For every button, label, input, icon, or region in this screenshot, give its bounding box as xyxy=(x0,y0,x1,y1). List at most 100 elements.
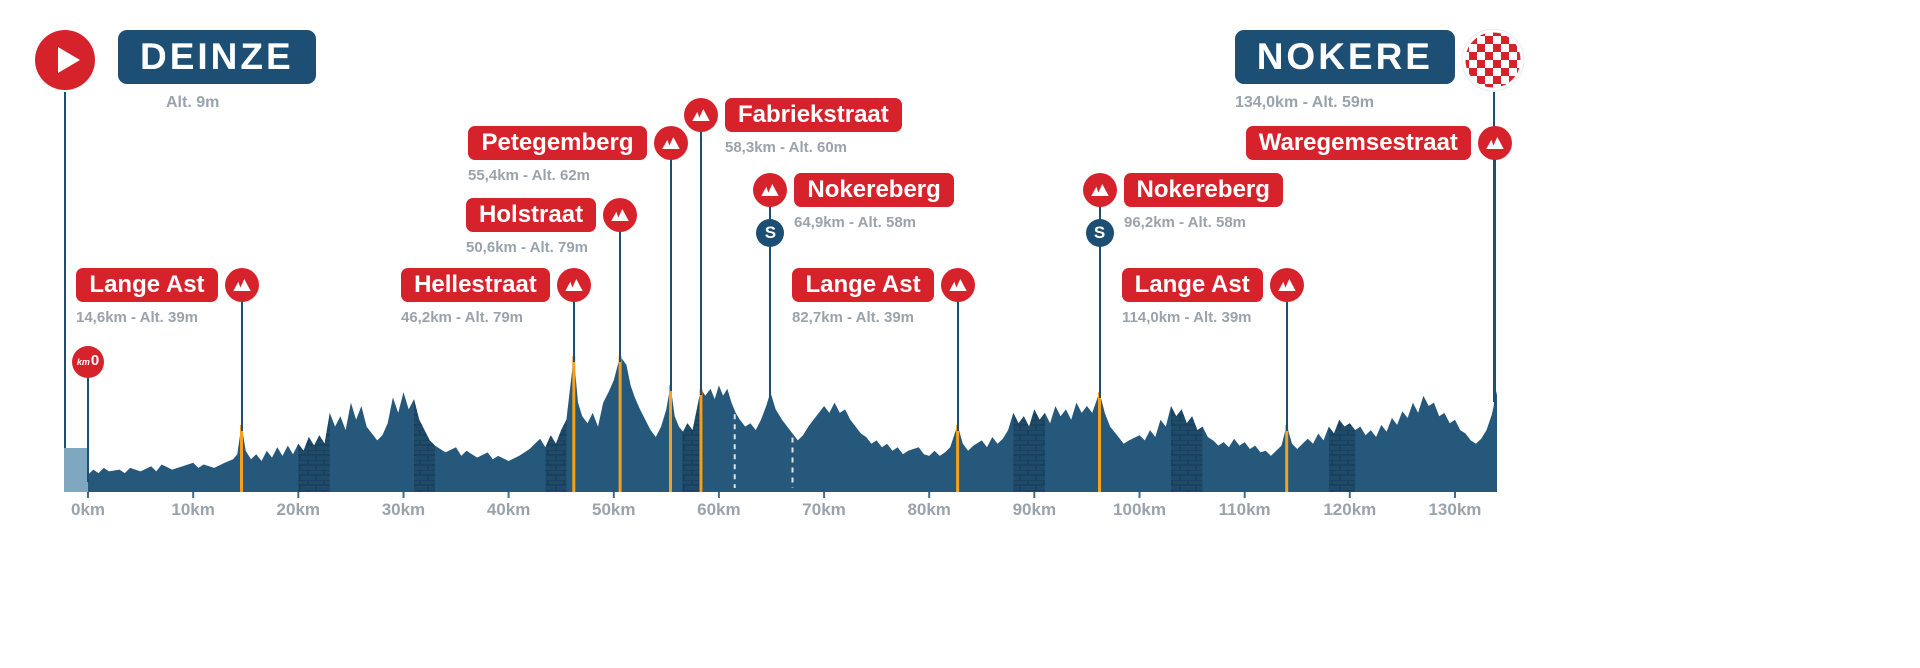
climb-marker-line xyxy=(669,143,672,392)
climb-marker-line xyxy=(572,285,575,363)
climb-marker-line xyxy=(769,190,772,399)
cobble-sector xyxy=(1328,356,1356,492)
climb-detail-label: 82,7km - Alt. 39m xyxy=(792,309,914,326)
climb-marker-circle xyxy=(1477,126,1512,160)
axis-tick-label: 100km xyxy=(1113,500,1166,519)
axis-tick-label: 0km xyxy=(70,500,106,519)
climb-sector-line xyxy=(956,424,960,492)
climb-detail-label: 50,6km - Alt. 79m xyxy=(466,239,588,256)
mountain-icon xyxy=(1090,184,1109,196)
axis-tick-label: 60km xyxy=(697,500,741,519)
climb-marker-circle xyxy=(224,268,259,302)
km0-small-label: km xyxy=(76,357,90,367)
climb-marker-circle xyxy=(1082,173,1117,207)
axis-tick xyxy=(717,492,720,498)
climb-detail-label: 55,4km - Alt. 62m xyxy=(468,167,590,184)
axis-tick xyxy=(1348,492,1351,498)
axis-tick xyxy=(507,492,510,498)
climb-sector-line xyxy=(240,424,243,492)
axis-tick xyxy=(297,492,300,498)
climb-detail-label: 46,2km - Alt. 79m xyxy=(401,309,523,326)
cobble-sector xyxy=(545,356,567,492)
climb-name-badge: Holstraat xyxy=(466,198,597,232)
axis-tick-label: 130km xyxy=(1428,500,1482,519)
climb-sector-line xyxy=(1285,424,1289,492)
climb-marker-circle xyxy=(603,198,638,232)
axis-tick-label: 90km xyxy=(1012,500,1057,519)
mountain-icon xyxy=(565,279,583,291)
climb-marker-circle xyxy=(653,126,688,160)
climb-marker-line xyxy=(1493,143,1496,407)
axis-tick-label: 110km xyxy=(1218,500,1271,519)
mountain-icon xyxy=(692,109,710,121)
mountain-icon xyxy=(611,209,629,221)
climb-marker-circle xyxy=(684,98,719,132)
pre-start-area xyxy=(64,448,89,492)
climb-sector-line xyxy=(669,385,672,492)
axis-tick xyxy=(192,492,195,498)
finish-detail-label: 134,0km - Alt. 59m xyxy=(1235,94,1375,111)
climb-name-badge: Nokereberg xyxy=(1123,173,1283,207)
climb-name-badge: Lange Ast xyxy=(1121,268,1263,302)
km0-number: 0 xyxy=(90,352,100,369)
climb-name-badge: Petegemberg xyxy=(468,126,647,160)
climb-name-badge: Hellestraat xyxy=(401,268,550,302)
climb-marker-line xyxy=(956,285,959,431)
mountain-icon xyxy=(761,184,780,196)
km0-line xyxy=(87,378,89,482)
axis-tick xyxy=(1243,492,1246,498)
cobble-sector xyxy=(298,356,330,492)
axis-tick-label: 10km xyxy=(171,500,215,519)
axis-tick-label: 120km xyxy=(1323,500,1377,519)
axis-tick-label: 80km xyxy=(907,500,951,519)
climb-name-badge: Fabriekstraat xyxy=(725,98,902,132)
climb-marker-line xyxy=(240,285,243,431)
climb-marker-circle xyxy=(753,173,788,207)
profile-area xyxy=(88,356,1497,492)
mountain-icon xyxy=(232,279,251,291)
climb-detail-label: 96,2km - Alt. 58m xyxy=(1124,214,1246,231)
climb-marker-circle xyxy=(556,268,591,302)
climb-marker-line xyxy=(1285,285,1288,431)
climb-name-badge: Lange Ast xyxy=(792,268,934,302)
climb-sector-line xyxy=(572,356,576,492)
cobble-sector xyxy=(414,356,435,492)
axis-tick xyxy=(1033,492,1036,498)
climb-name-badge: Nokereberg xyxy=(794,173,954,207)
cobble-sector xyxy=(1013,356,1045,492)
climb-sector-line xyxy=(699,388,703,492)
climb-marker-line xyxy=(1098,190,1101,399)
km0-marker: km 0 xyxy=(72,346,104,378)
mountain-icon xyxy=(1277,279,1296,291)
axis-tick xyxy=(1138,492,1141,498)
axis-tick xyxy=(823,492,826,498)
start-altitude-label: Alt. 9m xyxy=(166,94,220,111)
climb-marker-circle xyxy=(940,268,975,302)
mountain-icon xyxy=(1486,137,1504,149)
axis-tick xyxy=(612,492,615,498)
start-town-badge: DEINZE xyxy=(118,30,316,84)
climb-sector-line xyxy=(618,356,622,492)
axis-tick xyxy=(928,492,931,498)
axis-tick xyxy=(402,492,405,498)
climb-detail-label: 58,3km - Alt. 60m xyxy=(725,139,847,156)
climb-name-badge: Lange Ast xyxy=(76,268,218,302)
start-line xyxy=(64,92,66,448)
checkered-flag-icon xyxy=(1461,28,1525,92)
axis-tick-label: 40km xyxy=(486,500,531,519)
axis-tick-label: 70km xyxy=(802,500,846,519)
climb-marker-circle xyxy=(1269,268,1304,302)
mountain-icon xyxy=(948,279,967,291)
climb-detail-label: 14,6km - Alt. 39m xyxy=(76,309,198,326)
axis-tick-label: 30km xyxy=(381,500,426,519)
axis-tick-label: 50km xyxy=(592,500,636,519)
start-play-icon xyxy=(33,28,97,97)
climb-detail-label: 114,0km - Alt. 39m xyxy=(1122,309,1252,326)
finish-checkered-icon xyxy=(1461,28,1525,97)
climb-sector-line xyxy=(1098,392,1101,492)
mountain-icon xyxy=(661,137,680,149)
climb-marker-line xyxy=(619,215,622,363)
climb-marker-line xyxy=(700,115,703,395)
